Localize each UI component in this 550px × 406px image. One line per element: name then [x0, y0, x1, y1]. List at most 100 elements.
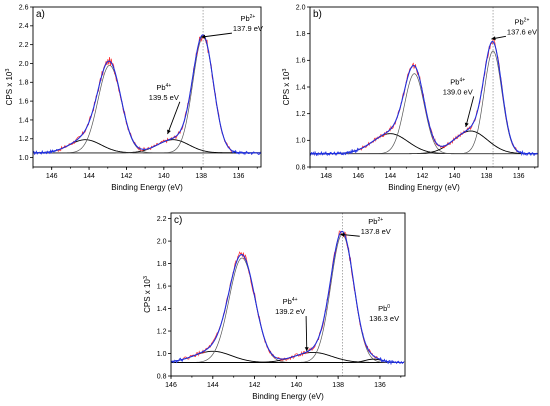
annotation-species-charge: 0	[387, 304, 390, 310]
plot-area	[171, 213, 405, 376]
annotation-species: Pb0	[378, 304, 390, 313]
y-tick-label: 1.0	[296, 138, 306, 145]
fit-component-0	[171, 350, 404, 363]
y-tick-label: 1.8	[296, 31, 306, 38]
panel-letter: a)	[36, 9, 45, 20]
plot-frame	[309, 6, 539, 168]
fit-component-3	[310, 50, 538, 155]
fit-envelope	[310, 40, 538, 155]
annotation-energy: 137.8 eV	[361, 227, 391, 236]
annotation-species-charge: 4+	[292, 297, 298, 303]
x-tick-label: 142	[417, 173, 429, 180]
y-tick-label: 2.4	[19, 23, 29, 30]
y-axis-label-text: CPS x 10	[5, 71, 14, 105]
y-axis-label: CPS x 103	[5, 69, 14, 106]
y-tick-label: 0.8	[296, 164, 306, 171]
annotation-species-charge: 4+	[459, 77, 465, 83]
annotation-species-charge: 2+	[524, 17, 530, 23]
x-tick-label: 144	[83, 173, 95, 180]
annotation-energy: 137.6 eV	[507, 27, 537, 36]
fit-component-4	[171, 358, 404, 363]
annotation-arrowhead	[340, 232, 345, 237]
annotation-species: Pb2+	[240, 14, 255, 23]
y-tick-label: 1.2	[19, 136, 29, 143]
x-axis-label: Binding Energy (eV)	[252, 392, 324, 401]
annotation-species-label: Pb	[368, 217, 377, 226]
baseline-noise-trace	[33, 149, 261, 156]
annotation-arrowhead	[201, 34, 206, 39]
plot-area	[33, 7, 261, 167]
y-tick-label: 1.6	[19, 99, 29, 106]
annotation-arrow	[201, 32, 232, 38]
x-tick-label: 138	[332, 382, 344, 389]
x-tick-label: 148	[320, 173, 332, 180]
annotation-species: Pb4+	[450, 77, 465, 86]
y-tick-label: 2.0	[19, 61, 29, 68]
annotation-arrowhead	[491, 36, 496, 41]
x-tick-label: 146	[46, 173, 58, 180]
x-axis-label: Binding Energy (eV)	[388, 183, 460, 192]
y-tick-label: 1.8	[157, 261, 167, 268]
annotation-energy: 137.9 eV	[233, 24, 263, 33]
y-tick-label: 2.0	[296, 4, 306, 11]
annotation-species-charge: 4+	[166, 83, 172, 89]
annotation-energy: 139.5 eV	[149, 93, 179, 102]
annotation-arrowhead	[304, 347, 309, 352]
annotation-species-label: Pb	[450, 77, 459, 86]
panel-letter: b)	[313, 9, 322, 20]
y-tick-label: 1.0	[19, 155, 29, 162]
x-tick-label: 136	[374, 382, 386, 389]
y-tick-label: 1.0	[157, 351, 167, 358]
annotation-arrowhead	[167, 129, 171, 135]
annotation-species: Pb4+	[283, 297, 298, 306]
annotation-arrow	[305, 316, 308, 352]
fit-component-1	[310, 73, 538, 155]
x-tick-label: 142	[249, 382, 261, 389]
fit-component-1	[33, 64, 261, 154]
annotation-species: Pb4+	[156, 83, 171, 92]
x-tick-label: 144	[384, 173, 396, 180]
x-tick-label: 136	[233, 173, 245, 180]
y-tick-label: 1.2	[296, 111, 306, 118]
plot-area	[310, 7, 538, 167]
x-tick-label: 140	[291, 382, 303, 389]
annotation-species-charge: 2+	[377, 217, 383, 223]
y-tick-label: 2.2	[19, 42, 29, 49]
fit-component-0	[310, 133, 538, 155]
annotation-species-label: Pb	[378, 304, 387, 313]
annotation-energy: 136.3 eV	[369, 314, 399, 323]
y-axis-label: CPS x 103	[282, 69, 291, 106]
annotation-arrow	[167, 101, 181, 135]
plot-frame	[170, 212, 406, 377]
y-tick-label: 2.6	[19, 4, 29, 11]
annotation-species-label: Pb	[514, 17, 523, 26]
annotation-species-label: Pb	[283, 297, 292, 306]
xps-panel-a: 146 144 142 140 138 136 1.0 1.2 1.4 1.6 1.8 2.0 2.2 2…	[5, 4, 263, 192]
x-tick-label: 144	[207, 382, 219, 389]
y-tick-label: 1.4	[296, 84, 306, 91]
y-axis-label-exponent: 3	[282, 69, 288, 72]
raw-data-trace	[33, 34, 261, 156]
panel-letter: c)	[174, 215, 182, 226]
fit-component-3	[33, 36, 261, 154]
annotation-energy: 139.0 eV	[443, 87, 473, 96]
annotation-arrowhead	[464, 122, 469, 127]
y-tick-label: 1.8	[19, 80, 29, 87]
y-axis-label-text: CPS x 10	[143, 279, 152, 313]
y-tick-label: 1.2	[157, 328, 167, 335]
x-tick-label: 142	[121, 173, 133, 180]
baseline-noise-trace	[310, 147, 538, 157]
annotation-species-charge: 2+	[250, 14, 256, 20]
annotation-species-label: Pb	[156, 83, 165, 92]
y-tick-label: 1.4	[157, 306, 167, 313]
y-tick-label: 1.4	[19, 117, 29, 124]
y-axis-label: CPS x 103	[143, 276, 152, 313]
x-axis-label: Binding Energy (eV)	[111, 183, 183, 192]
y-tick-label: 2.2	[157, 216, 167, 223]
x-tick-label: 138	[481, 173, 493, 180]
plot-frame	[32, 6, 262, 168]
y-axis-label-exponent: 3	[143, 276, 149, 279]
y-tick-label: 2.0	[157, 239, 167, 246]
y-tick-label: 1.6	[296, 58, 306, 65]
annotation-species: Pb2+	[368, 217, 383, 226]
